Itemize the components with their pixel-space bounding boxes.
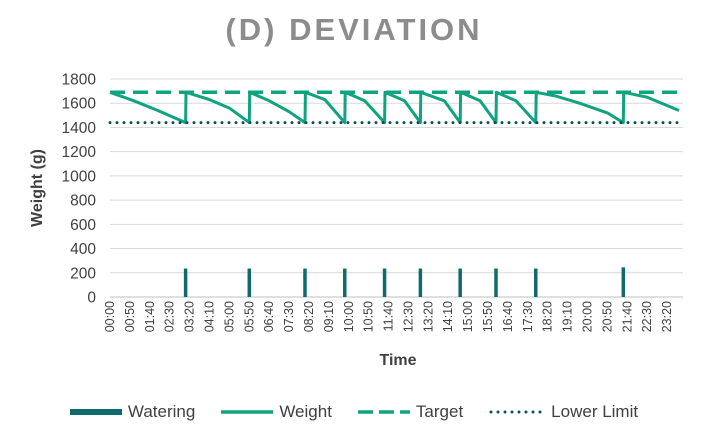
x-tick-label: 12:30 [401,301,415,332]
x-tick-label: 08:20 [302,301,316,332]
y-tick-label: 1400 [62,120,97,137]
gridlines [110,78,683,298]
legend-swatch-weight [221,410,274,414]
chart-title: (D) DEVIATION [225,12,483,47]
x-tick-label: 15:00 [461,301,475,332]
weight-line [109,90,680,125]
x-tick-label: 23:20 [660,301,674,332]
x-tick-label: 18:20 [541,301,555,332]
x-tick-label: 11:40 [382,301,396,331]
y-tick-label: 400 [70,241,96,258]
y-tick-label: 1000 [62,168,97,185]
legend-swatch-watering [69,409,122,415]
x-tick-label: 20:00 [581,301,595,332]
x-tick-label: 04:10 [202,301,216,332]
x-tick-label: 00:00 [103,301,117,332]
x-tick-label: 02:30 [163,301,177,332]
x-tick-label: 05:00 [222,301,236,332]
y-tick-label: 800 [70,193,96,210]
y-axis-title: Weight (g) [29,149,46,227]
y-tick-label: 600 [70,217,96,234]
x-tick-label: 17:30 [521,301,535,332]
x-tick-label: 21:40 [620,301,634,332]
legend-swatch-lower-limit [489,410,546,414]
legend-label-watering: Watering [127,402,196,421]
legend-item-lower-limit: Lower Limit [489,402,638,422]
legend-label-weight: Weight [279,402,332,421]
legend-item-weight: Weight [221,402,332,422]
x-axis-title: Time [379,352,416,369]
x-tick-label: 10:50 [362,301,376,332]
legend-item-target: Target [357,402,464,422]
x-tick-label: 05:50 [242,301,256,332]
x-tick-label: 14:10 [441,301,455,332]
legend-label-target: Target [415,402,464,421]
y-tick-labels: 0 200 400 600 800 1000 1200 1400 1600 1800 [62,72,97,307]
legend: Watering Weight Target Lower Limit [0,402,708,422]
x-tick-label: 07:30 [282,301,296,332]
x-tick-label: 00:50 [123,301,137,332]
x-tick-labels: 00:00 00:50 01:40 02:30 03:20 04:10 05:00 05:50… [103,301,674,332]
x-tick-label: 15:50 [481,301,495,332]
x-tick-label: 13:20 [421,301,435,332]
x-tick-label: 19:10 [561,301,575,332]
y-tick-label: 1800 [62,72,97,89]
x-tick-label: 03:20 [183,301,197,332]
legend-item-watering: Watering [69,402,196,422]
x-tick-label: 10:00 [342,301,356,332]
y-tick-label: 0 [87,290,96,307]
x-tick-label: 09:10 [322,301,336,332]
x-tick-label: 20:50 [600,301,614,332]
y-tick-label: 1600 [62,96,97,113]
x-tick-label: 06:40 [262,301,276,332]
x-tick-label: 01:40 [143,301,157,332]
x-tick-label: 16:40 [501,301,515,332]
x-tick-label: 22:30 [640,301,654,332]
y-tick-label: 200 [70,265,96,282]
series-layer [108,90,681,297]
legend-swatch-target [357,410,410,414]
y-tick-label: 1200 [62,144,97,161]
legend-label-lower-limit: Lower Limit [551,402,639,421]
